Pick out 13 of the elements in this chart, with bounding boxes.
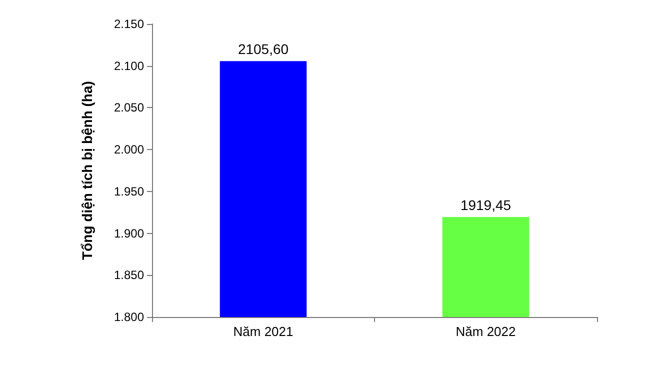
y-tick-label: 2.050 bbox=[114, 100, 144, 115]
y-tick-label: 2.100 bbox=[114, 58, 144, 73]
y-tick-label: 1.850 bbox=[114, 268, 144, 282]
y-tick-label: 2.150 bbox=[114, 17, 144, 31]
x-tick-label: Năm 2022 bbox=[456, 324, 516, 339]
y-tick-label: 2.000 bbox=[114, 142, 144, 157]
y-tick-label: 1.900 bbox=[114, 226, 144, 240]
data-label: 2105,60 bbox=[238, 41, 289, 58]
y-tick-label: 1.800 bbox=[114, 310, 144, 324]
x-tick-label: Năm 2021 bbox=[233, 324, 294, 339]
y-tick-label: 1.950 bbox=[114, 184, 144, 198]
data-label: 1919,45 bbox=[460, 197, 512, 214]
y-axis-title: Tổng diện tích bị bệnh (ha) bbox=[79, 81, 95, 260]
